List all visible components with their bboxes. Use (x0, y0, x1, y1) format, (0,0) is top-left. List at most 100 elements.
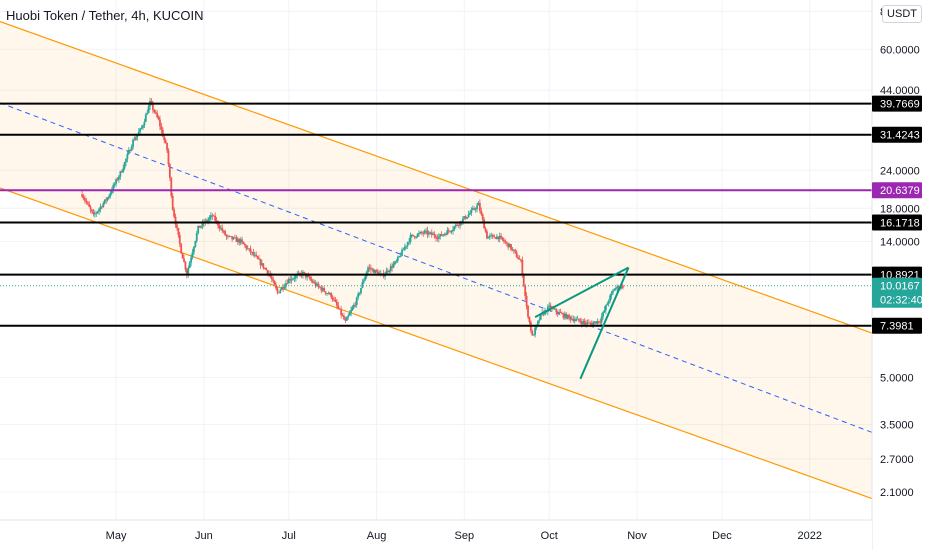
time-tick-label: Jul (282, 530, 296, 542)
candle-body (470, 209, 473, 213)
candle-body (201, 222, 204, 227)
candle-body (357, 293, 360, 298)
candle-body (416, 233, 419, 237)
price-tick-label: 3.5000 (880, 420, 914, 432)
channel-upper-line (0, 20, 873, 334)
candle-body (307, 275, 310, 277)
candle-body (433, 234, 436, 237)
candle-body (286, 283, 289, 285)
candle-body (520, 259, 522, 261)
candle-body (275, 284, 277, 289)
candle-body (215, 220, 218, 222)
candle-body (99, 206, 102, 209)
candle-body (483, 219, 486, 229)
candle-body (586, 322, 589, 324)
candle-body (527, 305, 529, 317)
candle-body (277, 292, 280, 294)
candle-body (317, 283, 320, 287)
candle-body (453, 226, 456, 230)
candle-body (143, 121, 146, 126)
time-axis-bg (0, 520, 872, 550)
candle-body (613, 289, 616, 291)
candle-body (548, 305, 551, 307)
time-axis[interactable]: May Jun Jul Aug Sep Oct Nov Dec 2022 (0, 519, 872, 550)
price-tick-label: 2.1000 (880, 487, 914, 499)
candle-body (174, 216, 177, 225)
channel-lower-line (0, 187, 873, 500)
candle-body (341, 315, 344, 316)
candle-body (408, 241, 411, 243)
candle-body (246, 248, 249, 250)
candle-body (425, 230, 427, 232)
candle-body (290, 279, 293, 281)
candle-body (614, 288, 617, 290)
candle-body (314, 282, 317, 286)
candle-body (583, 320, 586, 323)
candle-body (96, 211, 99, 213)
candle-body (177, 227, 180, 235)
candle-body (108, 195, 110, 198)
candle-body (582, 320, 585, 325)
candle-body (320, 287, 323, 291)
candle-body (498, 235, 501, 240)
candle-body (554, 308, 556, 310)
candle-body (374, 270, 377, 273)
horizontal-levels (0, 102, 872, 327)
candle-body (501, 237, 504, 240)
candle-body (607, 301, 610, 304)
candle-body (118, 176, 120, 180)
candle-body (234, 237, 236, 239)
time-tick-label: Jun (195, 530, 213, 542)
candle-body (336, 301, 338, 306)
candle-body (593, 321, 596, 323)
candle-body (398, 256, 401, 258)
candle-body (210, 215, 212, 218)
candle-body (415, 236, 418, 238)
candle-body (344, 319, 347, 321)
candle-body (262, 263, 265, 268)
price-axis[interactable]: 80.000060.000044.000024.000018.000014.00… (871, 0, 932, 550)
candle-body (452, 229, 454, 232)
candle-body (194, 240, 197, 247)
candle-body (245, 245, 248, 249)
candle-body (159, 119, 161, 127)
candle-body (270, 276, 273, 280)
candle-body (238, 239, 241, 243)
candle-body (231, 236, 234, 240)
candle-body (193, 246, 195, 253)
currency-button[interactable]: USDT (882, 5, 922, 23)
candle-body (603, 310, 606, 312)
candle-body (508, 244, 511, 248)
candle-body (98, 208, 100, 212)
candle-body (81, 194, 84, 197)
candle-body (208, 217, 211, 220)
candle-body (112, 185, 115, 191)
candle-body (572, 318, 575, 322)
candle-body (491, 235, 494, 237)
candle-body (147, 106, 150, 114)
candle-body (412, 234, 415, 237)
candle-body (350, 310, 352, 313)
candle-body (450, 231, 453, 232)
candle-body (181, 253, 184, 259)
candle-body (272, 279, 275, 281)
candle-body (420, 232, 423, 234)
candle-body (205, 220, 208, 222)
candle-body (585, 322, 587, 324)
candle-body (478, 203, 481, 211)
candle-body (443, 233, 446, 235)
level-price-tag (872, 317, 922, 334)
candle-body (225, 235, 228, 237)
candle-body (139, 128, 142, 132)
candle-body (197, 225, 200, 234)
candle-body (524, 285, 527, 296)
candle-body (303, 271, 306, 274)
candle-body (528, 316, 531, 322)
price-tick-label: 2.7000 (880, 454, 914, 466)
candle-body (563, 313, 566, 318)
wedge-upper-line (534, 266, 629, 318)
candle-body (212, 215, 215, 217)
level-price-tag (872, 95, 922, 112)
candle-body (239, 239, 242, 243)
